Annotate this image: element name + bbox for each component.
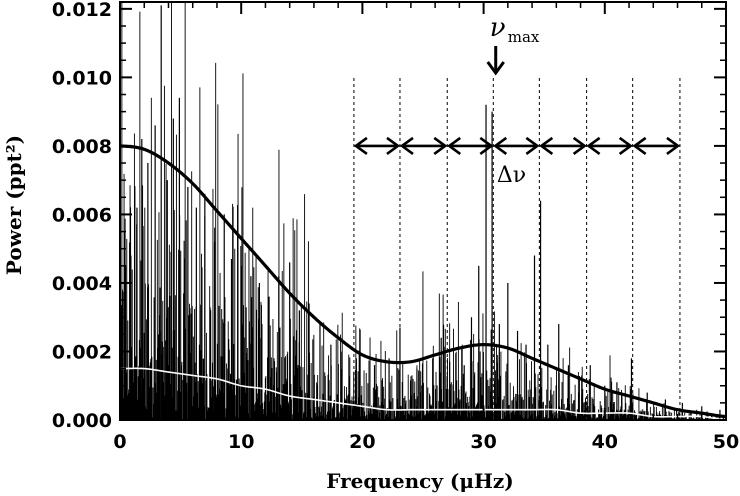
y-tick-label: 0.000 [52, 410, 112, 432]
x-tick-label: 10 [228, 431, 254, 453]
delta-nu-arrow [586, 136, 633, 155]
smoothed-thick-curve [119, 144, 727, 419]
x-tick-label: 30 [470, 431, 496, 453]
delta-nu-label: Δν [497, 163, 526, 188]
y-tick-label: 0.012 [52, 0, 112, 21]
y-tick-label: 0.006 [52, 204, 112, 226]
smoothed-white-curve [119, 367, 727, 421]
delta-nu-arrow [399, 136, 448, 155]
numax-label: ν [490, 13, 506, 43]
x-tick-label: 0 [113, 431, 126, 453]
delta-nu-arrow [353, 136, 401, 155]
y-axis-ticks: 0.000 0.002 0.004 0.006 0.008 0.010 0.012 [52, 0, 726, 432]
x-tick-label: 40 [592, 431, 618, 453]
numax-marker: ν max [486, 13, 540, 76]
y-tick-label: 0.004 [52, 273, 112, 295]
x-tick-label: 20 [349, 431, 375, 453]
dotted-guide-lines [353, 78, 681, 420]
delta-nu-arrows: Δν [353, 136, 681, 188]
y-tick-label: 0.008 [52, 136, 112, 158]
delta-nu-arrow [632, 136, 681, 155]
y-axis-label: Power (ppt²) [2, 135, 26, 275]
spectrum-series [119, 2, 727, 420]
x-axis-ticks: 0 10 20 30 40 50 [113, 2, 739, 453]
y-tick-label: 0.010 [52, 67, 112, 89]
delta-nu-arrow [539, 136, 587, 155]
numax-subscript: max [508, 28, 540, 46]
numax-arrow-head [486, 61, 505, 76]
x-tick-label: 50 [713, 431, 739, 453]
plot-frame [119, 1, 727, 421]
y-tick-label: 0.002 [52, 341, 112, 363]
delta-nu-arrow [447, 136, 494, 155]
delta-nu-arrow [493, 136, 540, 155]
x-axis-label: Frequency (μHz) [326, 469, 513, 493]
